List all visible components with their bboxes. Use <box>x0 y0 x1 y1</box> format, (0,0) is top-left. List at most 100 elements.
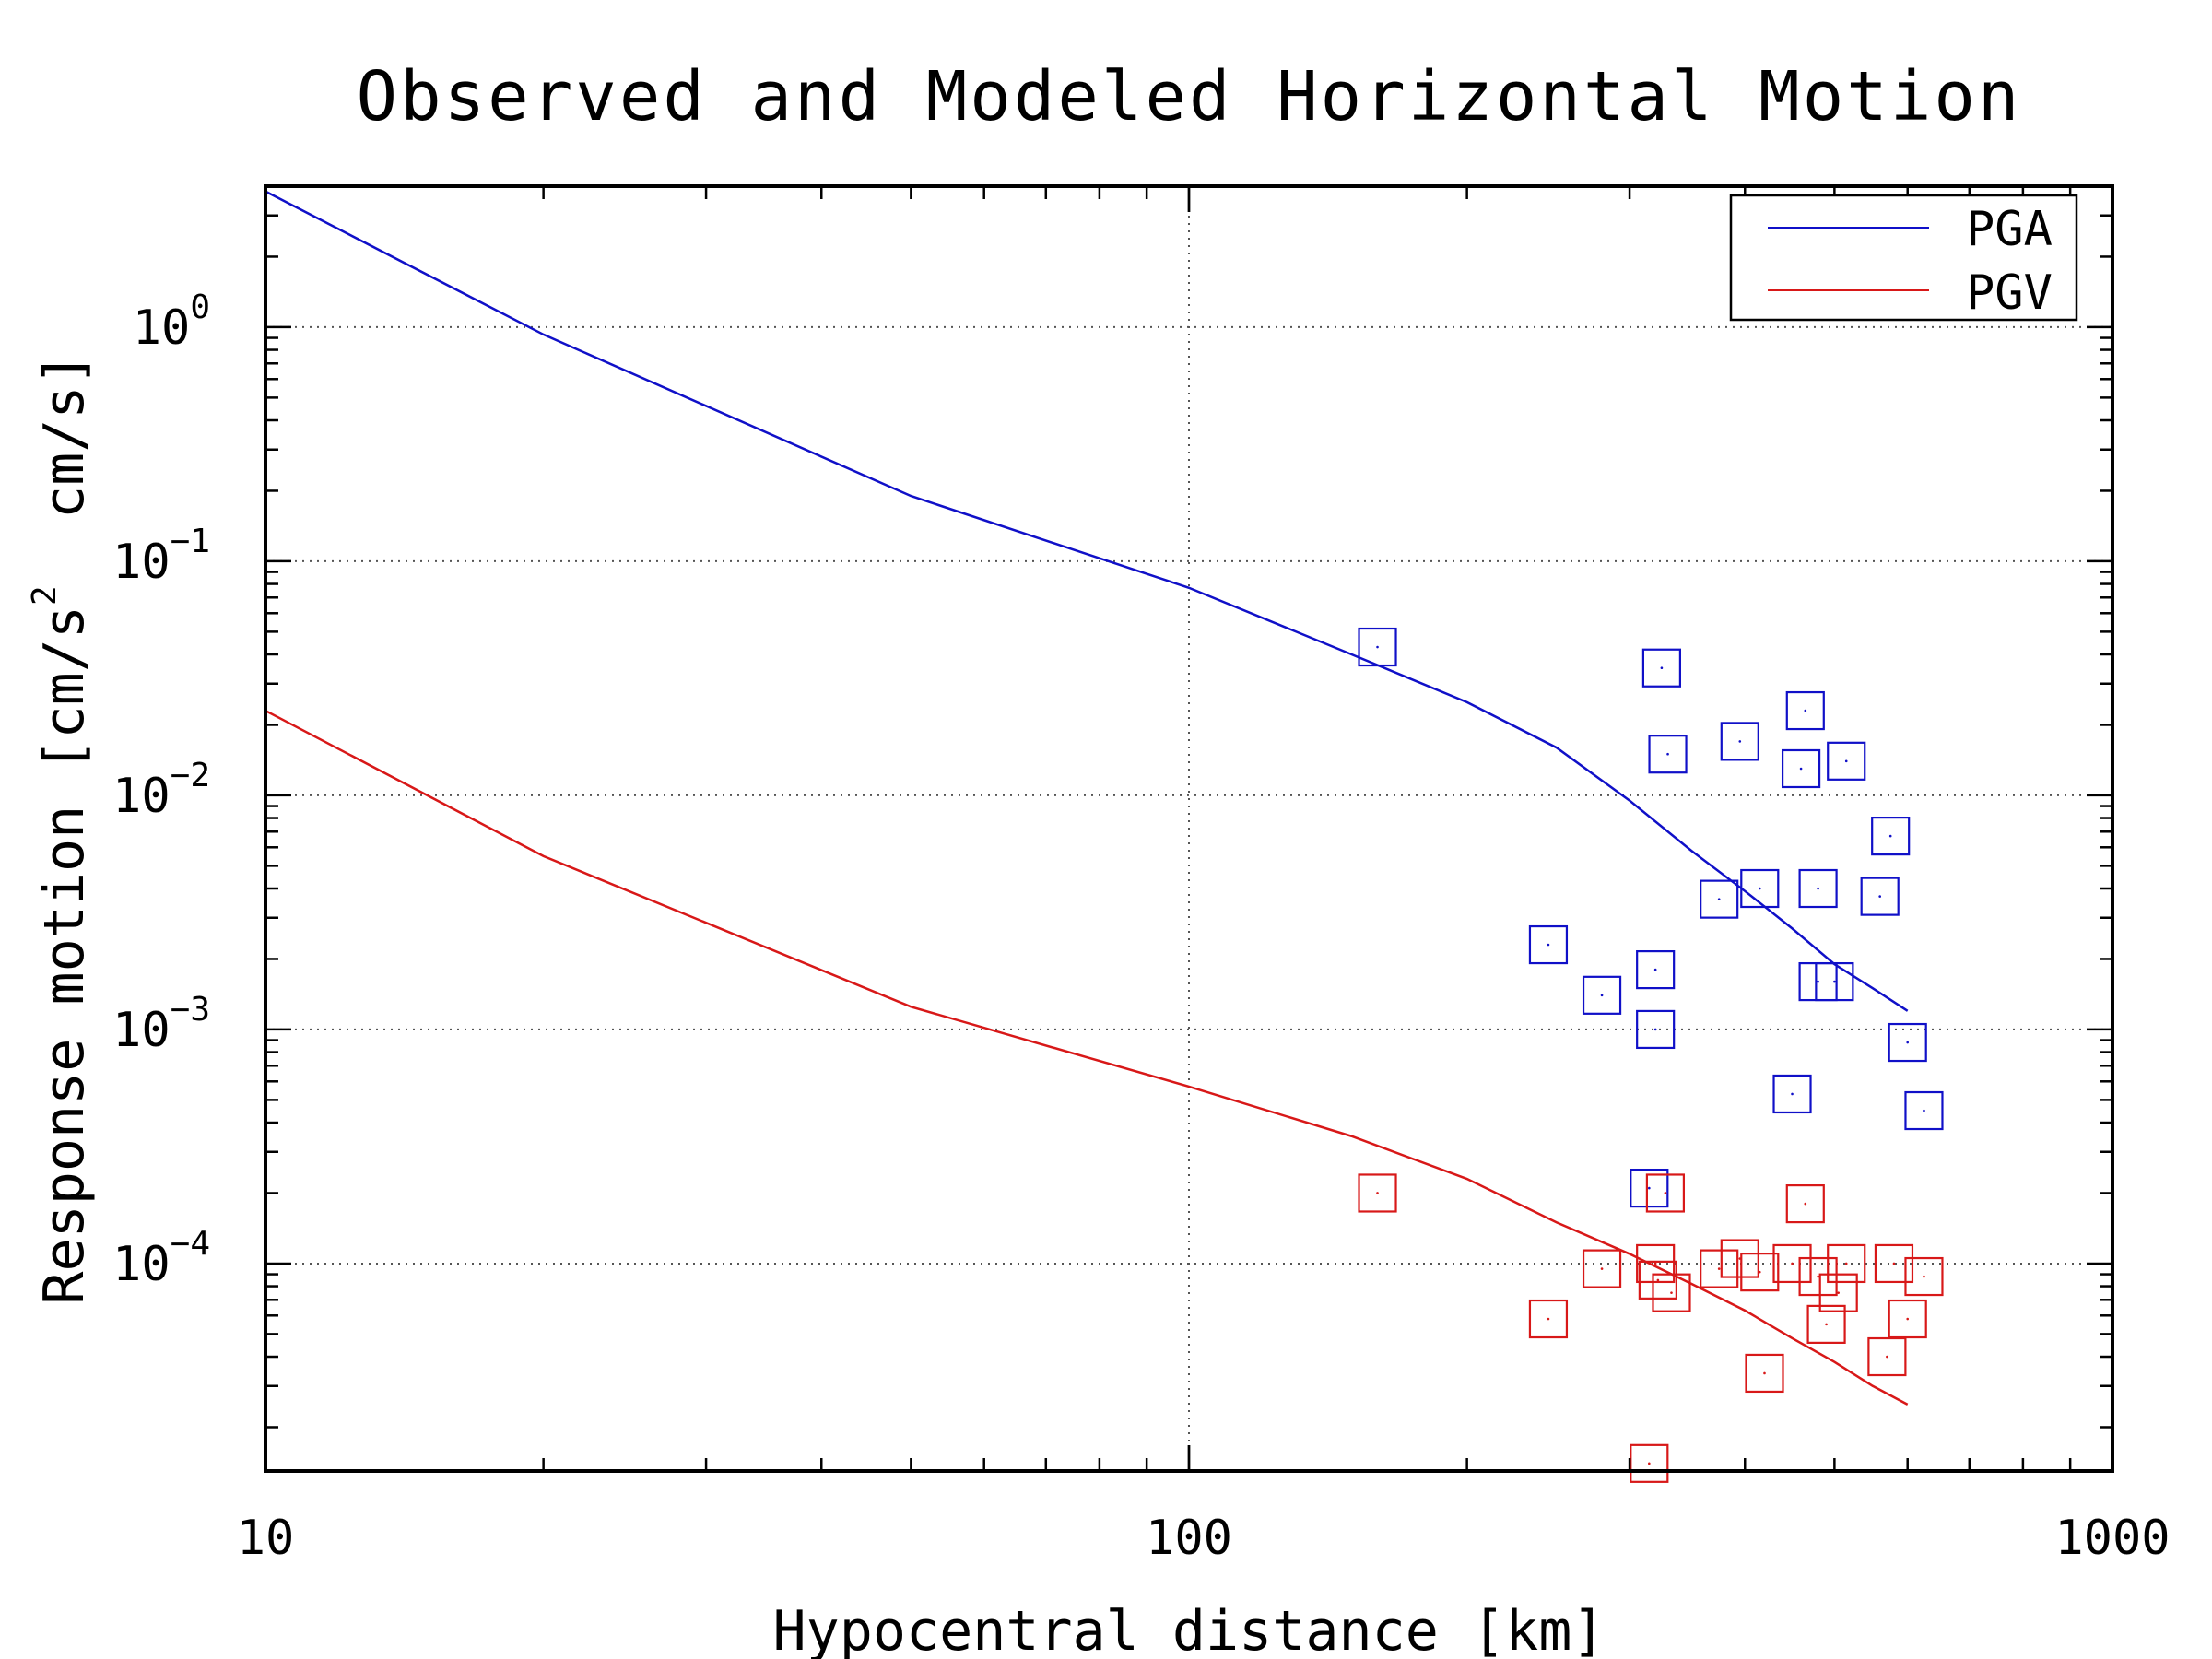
observed-point-center-pgv <box>1837 1291 1840 1294</box>
observed-point-center-pga <box>1878 895 1881 898</box>
plot-frame <box>264 184 2114 1473</box>
observed-point-pga <box>1636 1009 1676 1050</box>
observed-point-pga <box>1815 961 1854 1002</box>
chart-title: Observed and Modeled Horizontal Motion <box>357 57 2022 136</box>
y-tick-label: 10−1 <box>112 523 210 590</box>
observed-point-center-pga <box>1653 1028 1657 1031</box>
y-tick-label-exponent: −2 <box>171 757 210 794</box>
observed-point-center-pgv <box>1648 1462 1651 1465</box>
x-tick-labels: 10 100 1000 <box>237 1511 2171 1566</box>
observed-point-pga <box>1582 975 1622 1015</box>
observed-point-pgv <box>1888 1299 1927 1339</box>
y-tick-label-base: 10 <box>112 769 171 824</box>
y-axis-label: Response motion [cm/s2 cm/s] <box>26 352 97 1304</box>
observed-point-center-pgv <box>1923 1275 1925 1278</box>
x-axis-label: Hypocentral distance [km] <box>772 1599 1605 1659</box>
observed-point-pga <box>1871 817 1911 856</box>
observed-point-center-pga <box>1817 980 1819 983</box>
observed-point-pga <box>1528 924 1569 965</box>
observed-point-pgv <box>1636 1243 1676 1284</box>
y-axis-label-suffix: cm/s] <box>32 352 97 585</box>
y-tick-label-base: 10 <box>112 1003 171 1058</box>
y-tick-label: 10−4 <box>112 1225 210 1292</box>
legend: PGA PGV <box>1729 194 2078 322</box>
y-tick-label: 10−3 <box>112 991 210 1058</box>
observed-point-center-pga <box>1666 752 1669 756</box>
observed-point-pgv <box>1874 1243 1914 1284</box>
y-tick-label: 100 <box>133 288 210 356</box>
observed-point-pgv <box>1827 1243 1866 1284</box>
observed-point-center-pgv <box>1817 1275 1819 1278</box>
observed-point-center-pgv <box>1376 1192 1379 1194</box>
observed-point-center-pga <box>1833 980 1836 983</box>
grid <box>265 186 2112 1471</box>
y-tick-label: 10−2 <box>112 757 210 824</box>
observed-point-center-pga <box>1791 1092 1794 1096</box>
y-tick-label-exponent: −3 <box>171 991 210 1029</box>
observed-point-center-pgv <box>1670 1291 1673 1294</box>
observed-point-pgv <box>1645 1173 1686 1213</box>
observed-point-pga <box>1641 648 1682 688</box>
observed-point-pga <box>1720 722 1759 761</box>
y-axis-label-prefix: Response motion [cm/s <box>32 606 97 1305</box>
observed-points <box>1358 627 1944 1483</box>
observed-point-pgv <box>1652 1273 1691 1312</box>
observed-point-center-pga <box>1717 898 1721 900</box>
observed-point-pgv <box>1582 1249 1622 1288</box>
observed-point-center-pga <box>1758 887 1761 890</box>
observed-point-pga <box>1860 877 1900 916</box>
observed-point-pgv <box>1772 1243 1812 1284</box>
observed-point-center-pga <box>1906 1041 1910 1044</box>
observed-point-center-pgv <box>1656 1278 1660 1282</box>
x-tick-label: 10 <box>237 1511 295 1566</box>
observed-point-pgv <box>1745 1353 1784 1394</box>
observed-point-pga <box>1700 879 1739 919</box>
model-line-pgv <box>265 709 1909 1406</box>
observed-point-center-pga <box>1888 834 1892 838</box>
y-tick-label-base: 10 <box>112 535 171 590</box>
observed-point-pgv <box>1867 1336 1907 1377</box>
observed-point-pga <box>1358 627 1397 667</box>
observed-point-center-pgv <box>1804 1202 1807 1206</box>
y-tick-label-exponent: −4 <box>171 1225 210 1263</box>
observed-point-center-pga <box>1799 767 1803 771</box>
y-tick-label-base: 10 <box>133 300 191 356</box>
observed-point-pgv <box>1720 1239 1759 1278</box>
observed-point-pga <box>1772 1074 1812 1114</box>
observed-point-center-pgv <box>1600 1267 1604 1270</box>
observed-point-center-pga <box>1660 666 1664 670</box>
observed-point-pgv <box>1740 1253 1780 1292</box>
observed-point-pga <box>1636 949 1676 990</box>
observed-point-center-pga <box>1844 759 1848 763</box>
observed-point-pgv <box>1358 1173 1397 1213</box>
observed-point-center-pgv <box>1763 1371 1766 1375</box>
observed-point-pgv <box>1638 1260 1677 1300</box>
observed-point-pgv <box>1700 1249 1739 1288</box>
observed-point-center-pga <box>1923 1109 1925 1112</box>
observed-point-center-pga <box>1653 968 1657 971</box>
observed-point-pgv <box>1785 1183 1825 1224</box>
observed-point-center-pgv <box>1664 1192 1667 1194</box>
legend-box <box>1729 194 2078 322</box>
observed-point-center-pga <box>1648 1186 1651 1190</box>
model-lines <box>265 190 1909 1406</box>
observed-point-pga <box>1904 1090 1944 1131</box>
observed-point-center-pgv <box>1906 1317 1910 1321</box>
observed-point-center-pgv <box>1886 1355 1888 1359</box>
observed-point-center-pga <box>1547 943 1550 947</box>
observed-point-pgv <box>1528 1299 1569 1339</box>
observed-point-pgv <box>1818 1273 1858 1312</box>
observed-point-pga <box>1630 1168 1669 1208</box>
observed-point-center-pgv <box>1825 1323 1828 1326</box>
observed-point-pgv <box>1806 1304 1846 1344</box>
x-tick-label: 1000 <box>2054 1511 2170 1566</box>
observed-point-center-pgv <box>1758 1270 1761 1274</box>
observed-point-center-pgv <box>1892 1262 1896 1265</box>
observed-point-center-pga <box>1804 709 1807 712</box>
observed-point-pgv <box>1798 1256 1838 1297</box>
observed-point-center-pgv <box>1717 1267 1721 1270</box>
observed-point-center-pga <box>1376 645 1379 649</box>
observed-point-pgv <box>1904 1256 1944 1297</box>
